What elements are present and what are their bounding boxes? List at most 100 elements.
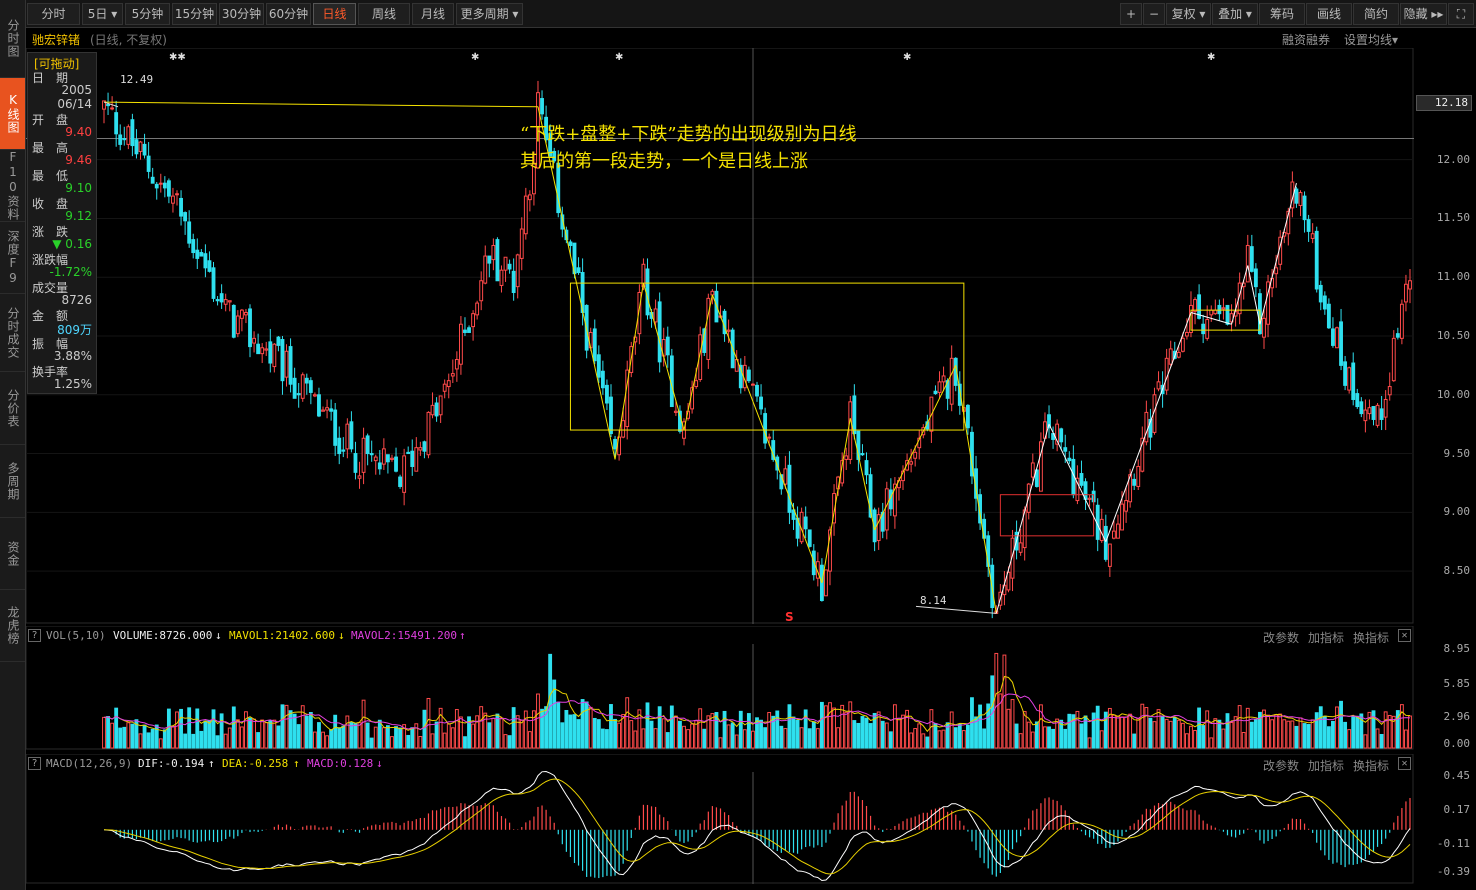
candle-body [407, 452, 410, 453]
candle-body [1307, 220, 1310, 232]
period-button-2[interactable]: 5分钟 [125, 3, 170, 25]
margin-trading-link[interactable]: 融资融券 [1282, 31, 1330, 48]
candle-body [1064, 448, 1067, 452]
volume-bar [1186, 734, 1189, 748]
volume-bar [1279, 714, 1282, 748]
swing-line [712, 295, 822, 583]
candle-body [1340, 322, 1343, 365]
period-button-7[interactable]: 周线 [358, 3, 410, 25]
period-button-3[interactable]: 15分钟 [172, 3, 217, 25]
sidebar-tab-6[interactable]: 多周期 [0, 445, 25, 518]
toolbar-tool-7[interactable]: 隐藏 ▸▸ [1400, 3, 1447, 25]
event-star-icon[interactable]: ✱ [471, 52, 479, 63]
volume-bar [853, 721, 856, 748]
toolbar-tool-3[interactable]: 叠加 ▾ [1212, 3, 1258, 25]
candle-body [695, 381, 698, 387]
volume-bar [833, 708, 836, 748]
volume-bar [378, 720, 381, 748]
sidebar-tab-5[interactable]: 分价表 [0, 372, 25, 445]
sidebar-tab-8[interactable]: 龙虎榜 [0, 590, 25, 662]
candle-body [455, 360, 458, 369]
toolbar-tool-1[interactable]: − [1143, 3, 1165, 25]
volume-bar [1242, 732, 1245, 748]
candle-body [415, 448, 418, 472]
candle-body [885, 489, 888, 530]
candle-body [326, 408, 329, 410]
volume-bar [699, 709, 702, 748]
sidebar-tab-label: 分时成交 [5, 307, 20, 359]
volume-bar [1117, 716, 1120, 748]
candle-body [942, 376, 945, 382]
swing-line [956, 365, 997, 613]
low-label: 最 低 [32, 167, 68, 184]
period-button-4[interactable]: 30分钟 [219, 3, 264, 25]
volume-bar [1238, 706, 1241, 748]
period-button-8[interactable]: 月线 [412, 3, 454, 25]
volume-bar [391, 737, 394, 748]
volume-bar [910, 733, 913, 748]
volume-bar [1295, 726, 1298, 748]
toolbar-tool-5[interactable]: 画线 [1306, 3, 1352, 25]
event-star-icon[interactable]: ✱✱ [169, 52, 186, 63]
volume-tick-label: 8.95 [1418, 642, 1470, 655]
volume-bar [512, 708, 515, 748]
period-button-1[interactable]: 5日 ▾ [82, 3, 123, 25]
volume-bar [565, 710, 568, 748]
volume-bar [825, 706, 828, 748]
volume-bar [569, 715, 572, 748]
volume-bar [334, 715, 337, 748]
volume-bar [293, 714, 296, 748]
candle-body [147, 156, 150, 171]
candle-body [309, 381, 312, 393]
sidebar-tab-4[interactable]: 分时成交 [0, 294, 25, 372]
candle-body [950, 358, 953, 404]
candle-body [1263, 318, 1266, 337]
volume-bar [200, 731, 203, 748]
event-star-icon[interactable]: ✱ [1207, 52, 1215, 63]
volume-bar [147, 733, 150, 748]
volume-bar [139, 734, 142, 748]
volume-bar [1315, 713, 1318, 748]
toolbar-tool-0[interactable]: + [1120, 3, 1142, 25]
volume-bar [1194, 730, 1197, 748]
candle-body [1068, 458, 1071, 460]
candle-body [382, 449, 385, 464]
sidebar-tab-3[interactable]: 深度F9 [0, 222, 25, 294]
sidebar-tab-0[interactable]: 分时图 [0, 0, 25, 78]
volume-bar [370, 738, 373, 748]
toolbar-tool-4[interactable]: 筹码 [1259, 3, 1305, 25]
volume-bar [930, 710, 933, 748]
candle-body [1100, 519, 1103, 540]
volume-bar [614, 719, 617, 748]
toolbar-tool-6[interactable]: 简约 [1353, 3, 1399, 25]
candle-body [938, 382, 941, 393]
period-button-5[interactable]: 60分钟 [266, 3, 311, 25]
sidebar-tab-2[interactable]: F10资料 [0, 150, 25, 222]
volume-bar [119, 728, 122, 748]
volume-bar [1198, 708, 1201, 748]
candle-body [520, 229, 523, 258]
sidebar-tab-7[interactable]: 资金 [0, 518, 25, 590]
volume-bar [1096, 706, 1099, 748]
volume-bar [508, 736, 511, 748]
candle-body [1364, 410, 1367, 421]
toolbar-tool-8[interactable]: ⛶ [1448, 3, 1474, 25]
volume-bar [143, 725, 146, 748]
ma-setting-dropdown[interactable]: 设置均线▾ [1344, 31, 1398, 48]
event-star-icon[interactable]: ✱ [903, 52, 911, 63]
candle-body [435, 403, 438, 416]
period-button-6[interactable]: 日线 [313, 3, 356, 25]
toolbar-tool-2[interactable]: 复权 ▾ [1166, 3, 1211, 25]
candle-body [464, 330, 467, 332]
volume-bar [889, 732, 892, 748]
ohlc-info-panel[interactable]: [可拖动] 日 期 2005 06/14 开 盘 9.40 最 高 9.46 最… [27, 52, 97, 394]
sell-signal-marker[interactable]: S [785, 610, 794, 624]
price-tick-label: 9.00 [1418, 505, 1470, 518]
sidebar-tab-1[interactable]: K线图 [0, 78, 25, 150]
candle-body [516, 255, 519, 287]
period-button-9[interactable]: 更多周期 ▾ [456, 3, 523, 25]
period-button-0[interactable]: 分时 [27, 3, 80, 25]
volume-bar [1319, 707, 1322, 748]
candle-body [1145, 412, 1148, 441]
event-star-icon[interactable]: ✱ [615, 52, 623, 63]
